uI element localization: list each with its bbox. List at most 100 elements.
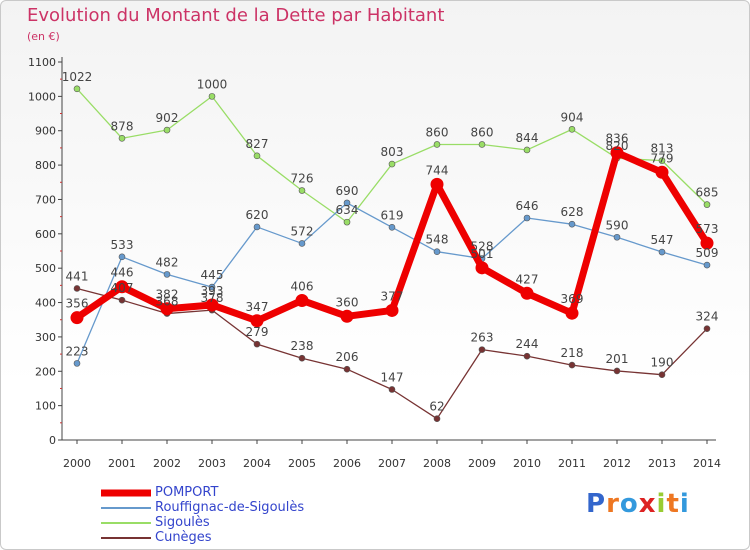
data-point [613, 233, 621, 241]
data-point [343, 365, 351, 373]
data-label: 628 [561, 205, 584, 219]
data-label: 263 [471, 331, 494, 345]
data-label: 619 [381, 208, 404, 222]
data-label: 827 [246, 137, 269, 151]
data-point [73, 360, 81, 367]
legend-swatch [101, 521, 151, 524]
data-label: 572 [291, 224, 314, 238]
data-label: 324 [696, 310, 719, 324]
data-point [388, 223, 396, 231]
data-label: 860 [426, 125, 449, 139]
logo-letter: i [679, 489, 690, 519]
x-tick-label: 2000 [63, 457, 91, 470]
x-tick-label: 2009 [468, 457, 496, 470]
data-label: 356 [66, 297, 89, 311]
x-tick-label: 2008 [423, 457, 451, 470]
legend-swatch [101, 536, 151, 539]
data-label: 528 [471, 240, 494, 254]
data-point [118, 253, 126, 261]
y-tick-label: 500 [35, 262, 56, 275]
data-point [433, 415, 441, 422]
data-label: 1022 [62, 70, 93, 84]
x-tick-label: 2007 [378, 457, 406, 470]
data-label: 646 [516, 199, 539, 213]
data-point [208, 283, 216, 291]
data-point [703, 201, 711, 208]
data-label: 218 [561, 346, 584, 360]
data-label: 590 [606, 218, 629, 232]
data-point [163, 126, 171, 134]
data-label: 690 [336, 184, 359, 198]
data-label: 844 [516, 131, 539, 145]
legend-label: Rouffignac-de-Sigoulès [155, 500, 305, 515]
logo-letter: t [666, 489, 680, 519]
y-tick-label: 100 [35, 400, 56, 413]
data-point [253, 340, 261, 348]
chart-title: Evolution du Montant de la Dette par Hab… [27, 5, 445, 26]
data-point [433, 248, 441, 255]
data-label: 820 [606, 139, 629, 153]
data-label: 407 [111, 281, 134, 295]
data-label: 860 [471, 125, 494, 139]
data-label: 190 [651, 356, 674, 370]
data-label: 533 [111, 238, 134, 252]
data-point [610, 146, 624, 160]
x-tick-label: 2013 [648, 457, 676, 470]
data-label: 201 [606, 352, 629, 366]
data-label: 378 [201, 291, 224, 305]
data-label: 803 [381, 145, 404, 159]
data-label: 878 [111, 119, 134, 133]
data-label: 206 [336, 350, 359, 364]
data-label: 62 [429, 400, 444, 414]
data-point [478, 346, 486, 353]
data-label: 573 [696, 222, 719, 236]
data-label: 244 [516, 337, 539, 351]
data-label: 360 [336, 295, 359, 309]
data-label: 548 [426, 233, 449, 247]
data-label: 445 [201, 268, 224, 282]
data-label: 501 [471, 247, 494, 261]
data-point [703, 261, 711, 269]
data-label: 634 [336, 203, 359, 217]
data-point [160, 302, 174, 316]
data-label: 620 [246, 208, 269, 222]
logo-letter: x [638, 489, 657, 519]
data-label: 279 [246, 325, 269, 339]
data-label: 482 [156, 255, 179, 269]
data-point [253, 223, 261, 231]
data-point [433, 141, 441, 148]
data-label: 904 [561, 110, 584, 124]
data-label: 377 [381, 289, 404, 303]
data-point [703, 325, 711, 332]
y-tick-label: 200 [35, 365, 56, 378]
x-tick-label: 2004 [243, 457, 271, 470]
data-point [295, 293, 309, 307]
data-label: 238 [291, 339, 314, 353]
data-point [70, 311, 84, 325]
legend-swatch [101, 489, 151, 496]
data-point [700, 236, 714, 250]
x-tick-label: 2014 [693, 457, 721, 470]
y-tick-label: 1100 [28, 56, 56, 69]
data-label: 685 [696, 186, 719, 200]
y-tick-label: 400 [35, 297, 56, 310]
data-point [658, 157, 666, 164]
legend-label: Sigoulès [155, 515, 210, 530]
data-label: 836 [606, 132, 629, 146]
data-point [205, 298, 219, 312]
x-tick-label: 2001 [108, 457, 136, 470]
data-point [340, 309, 354, 323]
data-label: 147 [381, 370, 404, 384]
data-point [658, 248, 666, 256]
x-tick-label: 2003 [198, 457, 226, 470]
data-label: 369 [561, 292, 584, 306]
data-point [658, 371, 666, 379]
proxiti-logo: Proxiti [586, 489, 690, 519]
data-label: 547 [651, 233, 674, 247]
data-label: 393 [201, 284, 224, 298]
logo-letter: P [586, 489, 607, 519]
data-label: 347 [246, 300, 269, 314]
data-label: 382 [156, 288, 179, 302]
data-point [118, 134, 126, 142]
data-point [253, 152, 261, 160]
